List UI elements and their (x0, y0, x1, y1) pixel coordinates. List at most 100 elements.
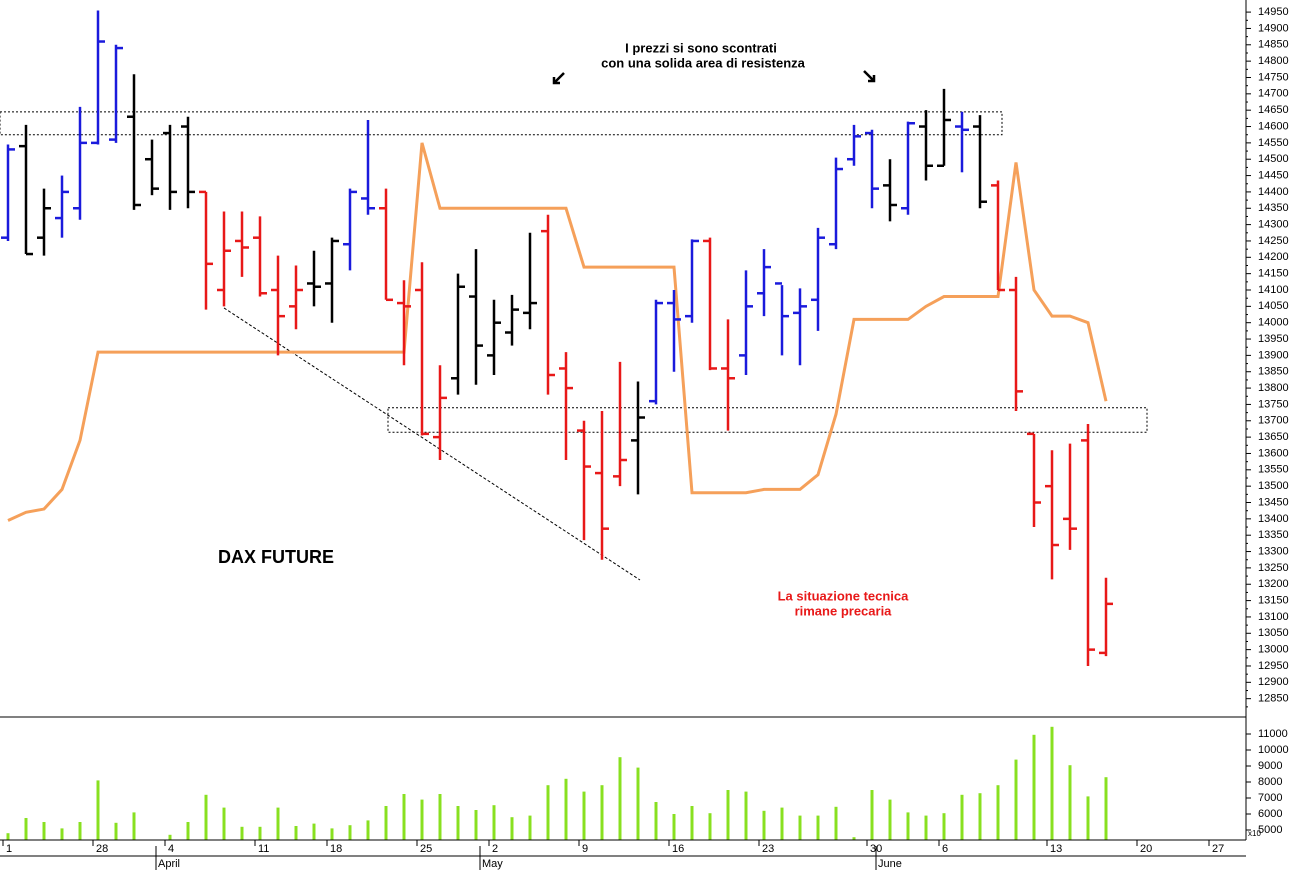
volume-bar (402, 794, 406, 840)
annotation: rimane precaria (795, 603, 893, 618)
volume-bar (618, 757, 622, 840)
volume-bar (132, 812, 136, 840)
volume-tick-label: 11000 (1258, 728, 1288, 740)
back-layer (0, 111, 1148, 581)
zone (0, 111, 1003, 136)
y-tick-label: 14700 (1258, 88, 1289, 100)
volume-bar (870, 790, 874, 840)
y-tick-label: 14800 (1258, 55, 1289, 67)
volume-bar (708, 813, 712, 840)
month-label: June (878, 858, 902, 870)
arrow (552, 72, 565, 85)
y-tick-label: 13750 (1258, 398, 1289, 410)
volume-tick-label: 6000 (1258, 808, 1282, 820)
volume-bar (672, 814, 676, 840)
volume-bar (1104, 777, 1108, 840)
y-tick-label: 14400 (1258, 186, 1289, 198)
volume-bar (456, 806, 460, 840)
volume-bar (654, 802, 658, 840)
volume-bar (6, 833, 10, 840)
y-tick-label: 13000 (1258, 644, 1289, 656)
volume-bar (924, 815, 928, 840)
volume-bar (42, 822, 46, 840)
volume-tick-label: 5000 (1258, 824, 1282, 836)
y-tick-label: 14950 (1258, 6, 1289, 18)
y-tick-label: 13900 (1258, 349, 1289, 361)
y-tick-label: 14250 (1258, 235, 1289, 247)
volume-bar (528, 815, 532, 840)
x-tick-label: 25 (420, 843, 432, 855)
volume-bar (1050, 726, 1054, 840)
x-tick-label: 4 (168, 843, 174, 855)
x-tick-label: 9 (582, 843, 588, 855)
y-tick-label: 13250 (1258, 562, 1289, 574)
volume-bar (168, 834, 172, 840)
y-tick-label: 14100 (1258, 284, 1289, 296)
x-tick-label: 16 (672, 843, 684, 855)
volume-bar (60, 828, 64, 840)
volume-bar (510, 817, 514, 840)
volume-bar (438, 794, 442, 840)
front-layer: 12850 12900 12950 13000 13050 13100 13150 13200… (1, 6, 1289, 870)
x-tick-label: 18 (330, 843, 342, 855)
volume-bar (834, 806, 838, 840)
y-tick-label: 13350 (1258, 529, 1289, 541)
x-tick-label: 27 (1212, 843, 1224, 855)
volume-bar (276, 807, 280, 840)
volume-bar (960, 794, 964, 840)
y-tick-label: 13550 (1258, 464, 1289, 476)
y-tick-label: 13800 (1258, 382, 1289, 394)
y-tick-label: 13850 (1258, 366, 1289, 378)
volume-bar (258, 826, 262, 840)
y-tick-label: 14650 (1258, 104, 1289, 116)
month-label: May (482, 858, 503, 870)
volume-bar (1086, 796, 1090, 840)
volume-bar (366, 820, 370, 840)
volume-bar (492, 805, 496, 840)
volume-bar (348, 825, 352, 840)
x-tick-label: 13 (1050, 843, 1062, 855)
y-tick-label: 12900 (1258, 676, 1289, 688)
y-tick-label: 13300 (1258, 545, 1289, 557)
y-tick-label: 13200 (1258, 578, 1289, 590)
y-tick-label: 14200 (1258, 251, 1289, 263)
volume-bar (798, 815, 802, 840)
volume-bar (546, 785, 550, 840)
y-tick-label: 14300 (1258, 219, 1289, 231)
x-tick-label: 2 (492, 843, 498, 855)
y-tick-label: 12950 (1258, 660, 1289, 672)
y-tick-label: 13950 (1258, 333, 1289, 345)
volume-bar (114, 822, 118, 840)
volume-tick-label: 8000 (1258, 776, 1282, 788)
volume-bar (294, 826, 298, 840)
volume-bar (384, 806, 388, 840)
annotation: I prezzi si sono scontrati (625, 40, 777, 55)
volume-bar (978, 793, 982, 840)
volume-bar (564, 778, 568, 840)
y-tick-label: 14750 (1258, 71, 1289, 83)
volume-bar (690, 806, 694, 840)
y-tick-label: 13400 (1258, 513, 1289, 525)
volume-bar (780, 807, 784, 840)
volume-tick-label: 10000 (1258, 744, 1289, 756)
x-tick-label: 1 (6, 843, 12, 855)
y-tick-label: 14350 (1258, 202, 1289, 214)
volume-bar (240, 826, 244, 840)
volume-bar (852, 837, 856, 840)
y-tick-label: 14500 (1258, 153, 1289, 165)
y-tick-label: 13100 (1258, 611, 1289, 623)
y-tick-label: 14000 (1258, 317, 1289, 329)
y-tick-label: 14900 (1258, 22, 1289, 34)
y-tick-label: 14550 (1258, 137, 1289, 149)
indicator-line (7, 142, 1108, 522)
volume-bar (474, 810, 478, 840)
y-tick-label: 13700 (1258, 415, 1289, 427)
volume-bar (420, 799, 424, 840)
y-tick-label: 13600 (1258, 447, 1289, 459)
volume-note: x10 (1248, 829, 1261, 838)
volume-bar (204, 794, 208, 840)
volume-bar (636, 767, 640, 840)
y-tick-label: 13050 (1258, 627, 1289, 639)
